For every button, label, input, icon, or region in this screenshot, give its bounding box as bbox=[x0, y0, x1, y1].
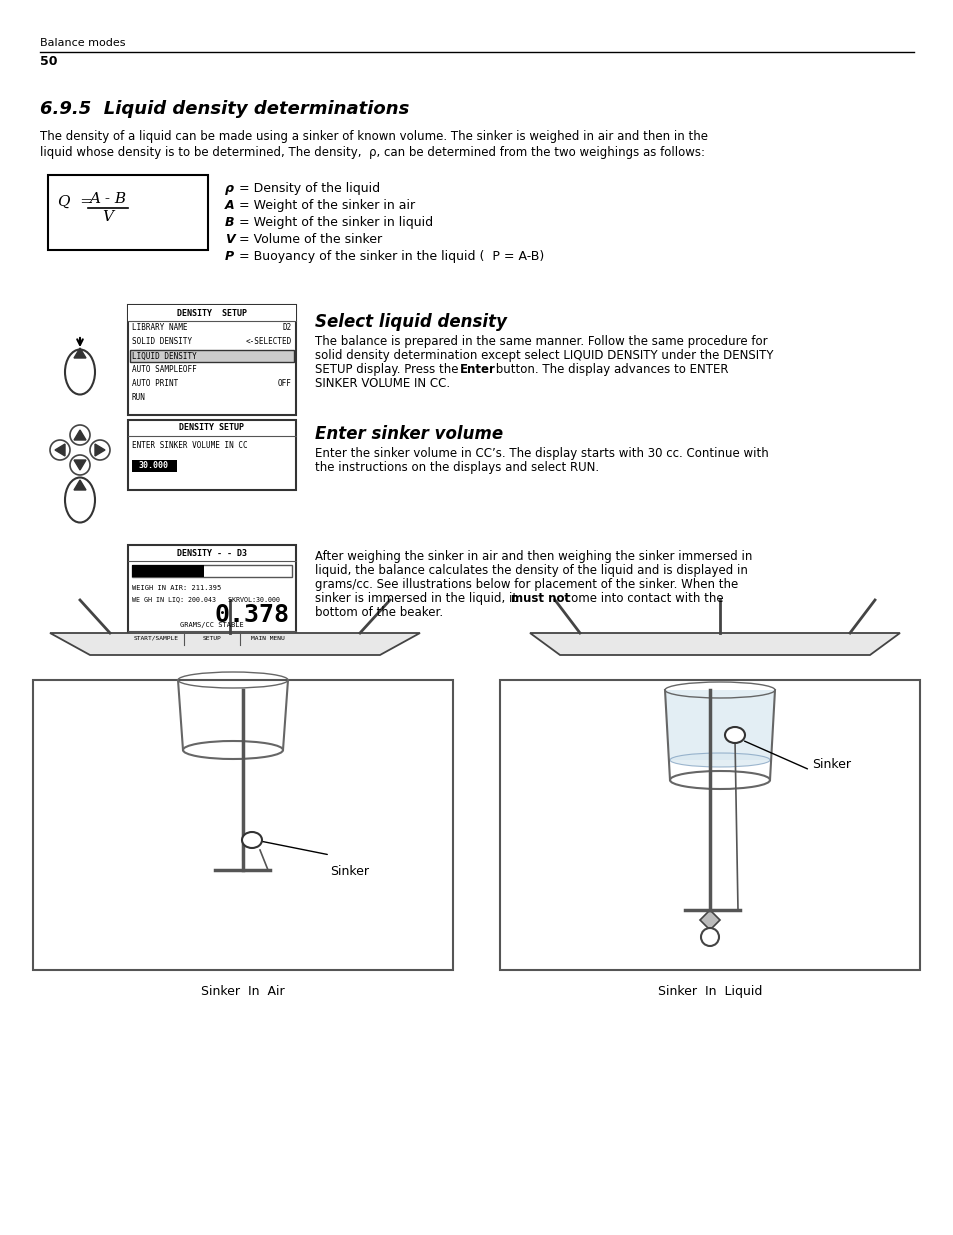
Ellipse shape bbox=[242, 832, 262, 848]
Polygon shape bbox=[664, 690, 774, 760]
Text: the instructions on the displays and select RUN.: the instructions on the displays and sel… bbox=[314, 461, 598, 474]
Text: Balance modes: Balance modes bbox=[40, 38, 126, 48]
Text: After weighing the sinker in air and then weighing the sinker immersed in: After weighing the sinker in air and the… bbox=[314, 550, 752, 563]
Text: START/SAMPLE: START/SAMPLE bbox=[133, 636, 178, 641]
Text: OFF: OFF bbox=[278, 379, 292, 389]
Text: LIBRARY NAME: LIBRARY NAME bbox=[132, 324, 188, 332]
Polygon shape bbox=[530, 634, 899, 655]
Text: 0.378: 0.378 bbox=[214, 603, 290, 627]
Text: Enter sinker volume: Enter sinker volume bbox=[314, 425, 502, 443]
Text: D2: D2 bbox=[282, 324, 292, 332]
Text: RUN: RUN bbox=[132, 394, 146, 403]
Polygon shape bbox=[50, 634, 419, 655]
Text: = Weight of the sinker in air: = Weight of the sinker in air bbox=[239, 199, 415, 212]
Text: LIQUID DENSITY: LIQUID DENSITY bbox=[132, 352, 196, 361]
Text: = Buoyancy of the sinker in the liquid (  P = A-B): = Buoyancy of the sinker in the liquid (… bbox=[239, 249, 543, 263]
Text: = Volume of the sinker: = Volume of the sinker bbox=[239, 233, 382, 246]
Text: solid density determination except select LIQUID DENSITY under the DENSITY: solid density determination except selec… bbox=[314, 350, 773, 362]
Polygon shape bbox=[74, 459, 86, 471]
Text: sinker is immersed in the liquid, it: sinker is immersed in the liquid, it bbox=[314, 592, 520, 605]
Text: ρ: ρ bbox=[225, 182, 233, 195]
Bar bbox=[48, 175, 208, 249]
Text: <-SELECTED: <-SELECTED bbox=[246, 337, 292, 347]
Bar bbox=[132, 459, 177, 472]
Ellipse shape bbox=[669, 753, 769, 767]
Text: AUTO PRINT: AUTO PRINT bbox=[132, 379, 178, 389]
Bar bbox=[128, 305, 295, 321]
Text: MAIN MENU: MAIN MENU bbox=[251, 636, 285, 641]
Ellipse shape bbox=[724, 727, 744, 743]
Text: Sinker: Sinker bbox=[811, 758, 850, 772]
Text: SETUP display. Press the: SETUP display. Press the bbox=[314, 363, 462, 375]
Text: A - B: A - B bbox=[90, 191, 127, 206]
Text: B: B bbox=[225, 216, 234, 228]
Text: WE GH IN LIQ: 200.043   SKRVOL:30.000: WE GH IN LIQ: 200.043 SKRVOL:30.000 bbox=[132, 597, 280, 601]
Text: Select liquid density: Select liquid density bbox=[314, 312, 506, 331]
Bar bbox=[132, 564, 292, 577]
Text: DENSITY  SETUP: DENSITY SETUP bbox=[177, 309, 247, 317]
Text: 50: 50 bbox=[40, 56, 57, 68]
Text: ENTER SINKER VOLUME IN CC: ENTER SINKER VOLUME IN CC bbox=[132, 441, 248, 451]
Text: Sinker: Sinker bbox=[330, 864, 369, 878]
Text: Q  =: Q = bbox=[58, 195, 92, 209]
Bar bbox=[132, 564, 204, 577]
Bar bbox=[128, 545, 295, 645]
Bar bbox=[33, 680, 453, 969]
Text: AUTO SAMPLEOFF: AUTO SAMPLEOFF bbox=[132, 366, 196, 374]
Polygon shape bbox=[55, 445, 65, 456]
Polygon shape bbox=[74, 480, 86, 490]
Text: Enter the sinker volume in CC’s. The display starts with 30 cc. Continue with: Enter the sinker volume in CC’s. The dis… bbox=[314, 447, 768, 459]
Text: DENSITY - - D3: DENSITY - - D3 bbox=[177, 548, 247, 557]
Polygon shape bbox=[74, 430, 86, 440]
Text: = Weight of the sinker in liquid: = Weight of the sinker in liquid bbox=[239, 216, 433, 228]
Text: 6.9.5  Liquid density determinations: 6.9.5 Liquid density determinations bbox=[40, 100, 409, 119]
Text: GRAMS/CC STABLE: GRAMS/CC STABLE bbox=[180, 622, 244, 629]
Text: Enter: Enter bbox=[459, 363, 496, 375]
Text: DENSITY SETUP: DENSITY SETUP bbox=[179, 424, 244, 432]
Text: The balance is prepared in the same manner. Follow the same procedure for: The balance is prepared in the same mann… bbox=[314, 335, 767, 348]
Text: button. The display advances to ENTER: button. The display advances to ENTER bbox=[492, 363, 728, 375]
Bar bbox=[130, 350, 294, 362]
Text: A: A bbox=[225, 199, 234, 212]
Text: V: V bbox=[102, 210, 113, 224]
Text: The density of a liquid can be made using a sinker of known volume. The sinker i: The density of a liquid can be made usin… bbox=[40, 130, 707, 143]
Bar bbox=[128, 420, 295, 490]
Text: WEIGH IN AIR: 211.395: WEIGH IN AIR: 211.395 bbox=[132, 585, 221, 592]
Bar bbox=[499, 680, 919, 969]
Text: P: P bbox=[225, 249, 233, 263]
Text: Sinker  In  Air: Sinker In Air bbox=[201, 986, 285, 998]
Text: liquid whose density is to be determined, The density,  ρ, can be determined fro: liquid whose density is to be determined… bbox=[40, 146, 704, 159]
Polygon shape bbox=[74, 348, 86, 358]
Bar bbox=[128, 305, 295, 415]
Text: SETUP: SETUP bbox=[202, 636, 221, 641]
Text: bottom of the beaker.: bottom of the beaker. bbox=[314, 606, 442, 619]
Text: Sinker  In  Liquid: Sinker In Liquid bbox=[658, 986, 761, 998]
Circle shape bbox=[700, 927, 719, 946]
Text: SOLID DENSITY: SOLID DENSITY bbox=[132, 337, 192, 347]
Text: = Density of the liquid: = Density of the liquid bbox=[239, 182, 379, 195]
Text: come into contact with the: come into contact with the bbox=[560, 592, 723, 605]
Polygon shape bbox=[95, 445, 105, 456]
Text: must not: must not bbox=[511, 592, 570, 605]
Text: 30.000: 30.000 bbox=[139, 462, 169, 471]
Text: SINKER VOLUME IN CC.: SINKER VOLUME IN CC. bbox=[314, 377, 450, 390]
Text: V: V bbox=[225, 233, 234, 246]
Polygon shape bbox=[700, 910, 720, 930]
Text: grams/cc. See illustrations below for placement of the sinker. When the: grams/cc. See illustrations below for pl… bbox=[314, 578, 738, 592]
Text: liquid, the balance calculates the density of the liquid and is displayed in: liquid, the balance calculates the densi… bbox=[314, 564, 747, 577]
